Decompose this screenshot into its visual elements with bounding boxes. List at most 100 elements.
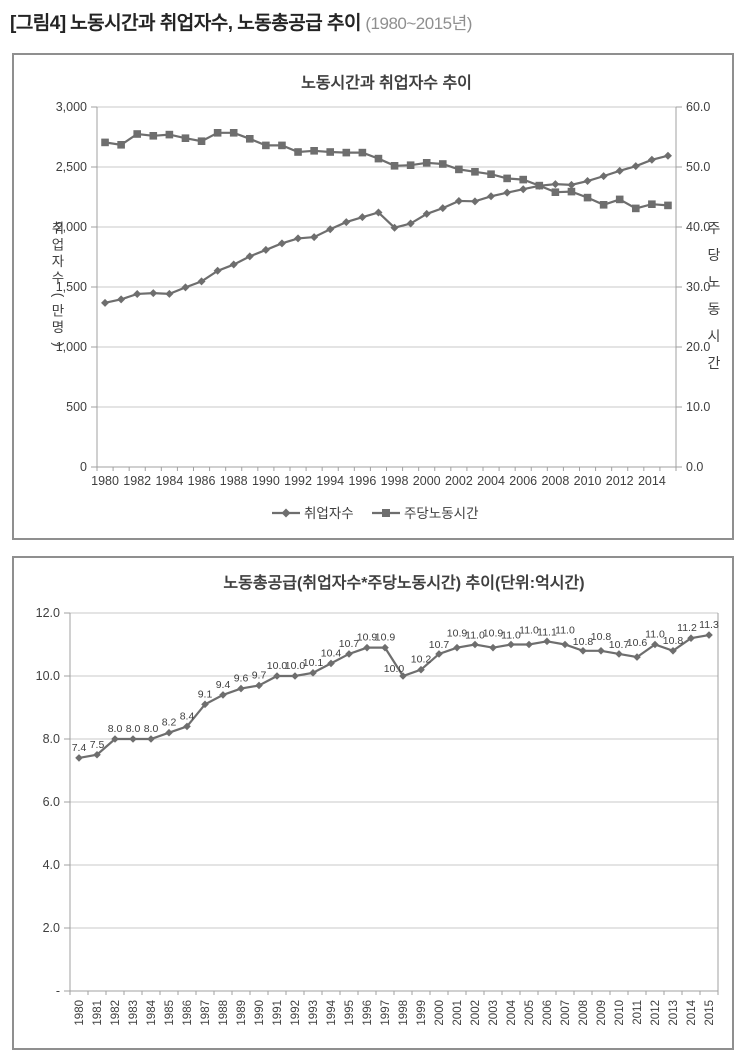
diamond-marker <box>597 647 605 655</box>
chart2-x-tick: 1981 <box>92 1000 104 1026</box>
square-marker <box>101 138 109 147</box>
chart1-left-tick: 2,000 <box>56 220 87 234</box>
diamond-marker <box>438 204 447 213</box>
chart2-data-label: 9.6 <box>234 673 249 685</box>
chart1-left-tick: 500 <box>66 400 87 414</box>
chart2-x-tick: 2009 <box>596 1000 608 1026</box>
diamond-marker <box>417 665 425 674</box>
chart1-gridlines <box>97 106 676 408</box>
chart2-data-label: 9.4 <box>216 679 231 691</box>
chart2-data-label: 7.5 <box>90 739 105 751</box>
diamond-marker <box>489 643 497 652</box>
diamond-marker <box>213 266 222 275</box>
chart2-y-tick: 4.0 <box>43 858 60 872</box>
chart-hours-vs-employment: 노동시간과 취업자수 추이 3,000 60.0 2,500 50.0 2,000 40.0… <box>12 53 734 540</box>
chart1-x-tick: 2012 <box>606 474 634 488</box>
chart2-x-tick: 1983 <box>128 1000 140 1026</box>
chart1-x-tick: 1986 <box>188 474 216 488</box>
chart1-series-markers-hours <box>101 129 672 213</box>
diamond-marker <box>133 289 142 298</box>
chart2-y-tick: 8.0 <box>43 732 60 746</box>
square-marker <box>294 148 302 156</box>
square-marker <box>262 141 270 150</box>
chart2-data-label: 11.0 <box>645 629 665 641</box>
chart1-right-tick: 60.0 <box>686 100 710 114</box>
diamond-marker <box>149 289 158 298</box>
chart1-right-axis-title-char: 당 <box>708 247 721 263</box>
chart2-data-label: 10.1 <box>303 657 324 669</box>
chart1-series-markers-employment <box>101 151 672 307</box>
chart2-data-label: 8.0 <box>126 723 141 735</box>
chart2-x-tick: 1989 <box>236 1000 248 1026</box>
chart2-x-tick: 2003 <box>488 1000 500 1026</box>
diamond-marker <box>219 691 227 699</box>
chart2-x-tick: 2011 <box>632 1000 644 1025</box>
diamond-marker <box>201 700 209 709</box>
diamond-marker <box>663 151 672 160</box>
diamond-marker <box>345 650 353 658</box>
square-marker <box>165 130 174 139</box>
diamond-marker <box>326 225 335 234</box>
diamond-marker <box>454 196 463 205</box>
diamond-marker <box>647 155 656 164</box>
chart2-gridlines <box>70 612 718 929</box>
chart2-x-tick: 1985 <box>164 1000 176 1026</box>
diamond-marker <box>471 640 479 649</box>
figure-caption-title: 노동시간과 취업자수, 노동총공급 추이 <box>70 13 361 34</box>
chart2-x-tick: 2002 <box>470 1000 482 1026</box>
chart2-axes <box>64 612 719 995</box>
diamond-marker <box>525 640 533 649</box>
chart2-data-label: 11.0 <box>519 625 539 637</box>
diamond-marker <box>551 180 560 189</box>
chart1-right-tick: 50.0 <box>686 160 710 174</box>
diamond-marker <box>197 277 206 286</box>
chart1-right-tick: 10.0 <box>686 400 710 414</box>
square-marker <box>438 160 447 168</box>
square-marker <box>326 148 335 156</box>
chart2-data-label: 11.3 <box>699 619 719 631</box>
chart1-left-axis-title-char: 취 <box>52 221 64 236</box>
chart1-series-line-hours <box>104 131 669 210</box>
chart2-data-label: 10.7 <box>429 639 450 651</box>
diamond-marker <box>273 672 281 680</box>
chart-hours-vs-employment-svg: 노동시간과 취업자수 추이 3,000 60.0 2,500 50.0 2,000 40.0… <box>51 73 721 521</box>
square-marker <box>278 141 286 150</box>
chart1-series-line-employment <box>104 154 669 304</box>
diamond-marker <box>165 728 173 737</box>
square-marker <box>583 193 592 202</box>
diamond-marker <box>310 233 319 242</box>
diamond-marker <box>165 289 174 298</box>
diamond-marker <box>75 754 83 762</box>
square-marker <box>390 162 399 170</box>
diamond-marker <box>381 643 389 652</box>
chart1-left-tick: 0 <box>80 460 87 474</box>
square-marker <box>471 168 479 176</box>
chart2-x-tick: 2014 <box>686 999 698 1025</box>
chart1-x-tick: 1994 <box>316 474 344 488</box>
chart1-left-tick: 3,000 <box>56 100 87 114</box>
chart2-x-tick: 1993 <box>308 1000 320 1026</box>
chart2-y-tick: - <box>56 984 60 998</box>
chart2-y-tick: 6.0 <box>43 795 60 809</box>
diamond-marker <box>503 188 512 197</box>
chart1-legend: 취업자수 주당노동시간 <box>272 506 479 521</box>
chart1-x-tick: 2008 <box>541 474 569 488</box>
chart2-x-tick: 2007 <box>560 1000 572 1026</box>
diamond-marker <box>422 209 431 218</box>
chart1-left-tick: 1,000 <box>56 340 87 354</box>
chart1-left-tick: 2,500 <box>56 160 87 174</box>
chart1-axis-labels: 3,000 60.0 2,500 50.0 2,000 40.0 1,500 30.0 1,00… <box>51 100 721 488</box>
diamond-marker <box>277 239 286 248</box>
diamond-marker <box>245 252 254 261</box>
square-marker <box>422 159 431 167</box>
chart1-right-axis-title-char: 노 <box>708 274 721 290</box>
chart1-legend-label-employment: 취업자수 <box>304 506 354 521</box>
diamond-marker <box>543 637 551 646</box>
diamond-marker <box>615 650 623 658</box>
diamond-marker <box>261 245 270 254</box>
chart1-left-axis-title-char: 업 <box>52 238 64 253</box>
chart1-right-tick: 30.0 <box>686 280 710 294</box>
diamond-marker <box>237 684 245 693</box>
chart1-left-axis-title-char: 만 <box>52 304 64 319</box>
